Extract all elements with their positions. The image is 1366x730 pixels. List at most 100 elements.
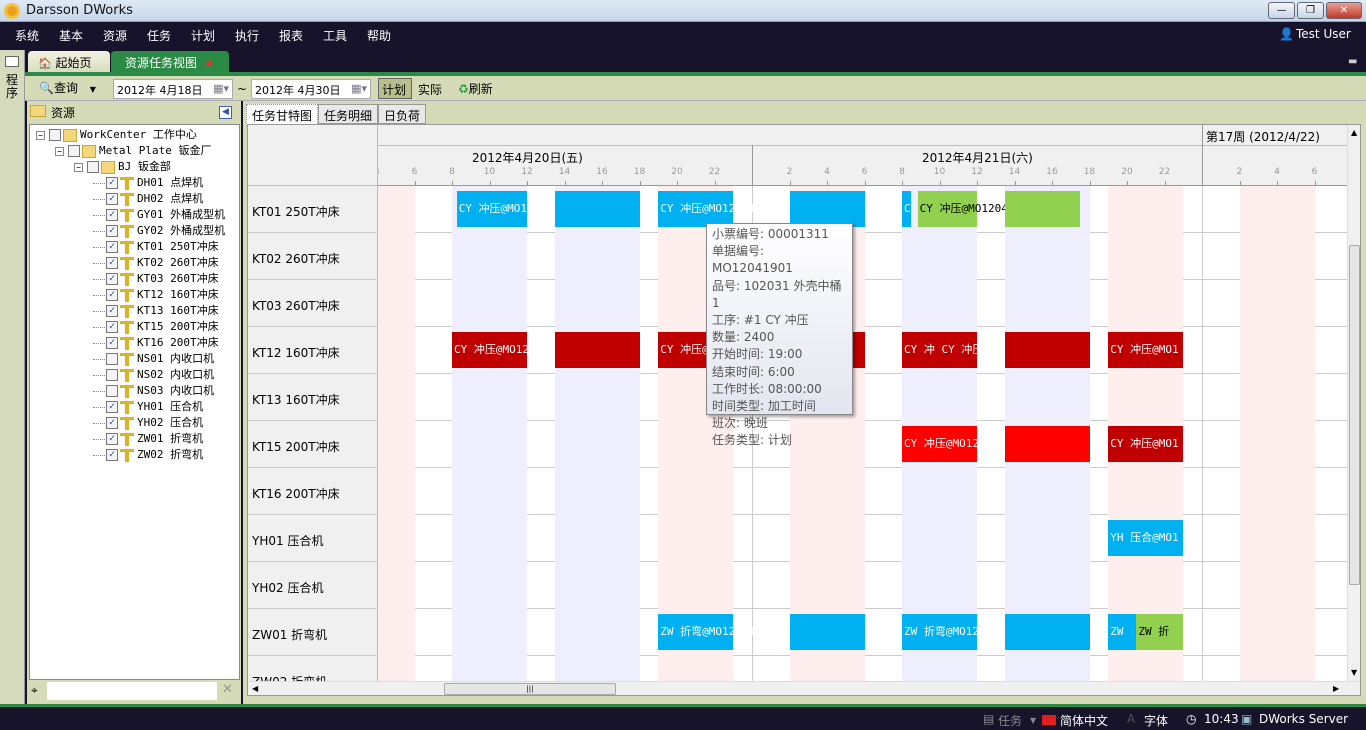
status-font[interactable]: 字体 bbox=[1144, 714, 1169, 728]
tree-node[interactable]: − WorkCenter 工作中心 bbox=[36, 127, 197, 143]
tree-node[interactable]: ✓ KT15 200T冲床 bbox=[93, 319, 219, 335]
status-task[interactable]: 任务 bbox=[998, 714, 1023, 728]
tree-node[interactable]: ✓ KT03 260T冲床 bbox=[93, 271, 219, 287]
tree-node[interactable]: ✓ KT12 160T冲床 bbox=[93, 287, 219, 303]
user-name[interactable]: Test User bbox=[1296, 27, 1351, 41]
collapse-icon[interactable]: − bbox=[55, 146, 64, 156]
tree-checkbox[interactable] bbox=[87, 161, 99, 173]
task-bar[interactable]: CY 冲 CY 冲压@MO12041904 bbox=[902, 332, 1056, 368]
menu-report[interactable]: 报表 bbox=[279, 29, 304, 43]
tab-start-page[interactable]: 🏠 起始页 bbox=[28, 51, 110, 74]
plan-toggle[interactable]: 计划 bbox=[378, 78, 412, 99]
task-bar[interactable] bbox=[1005, 426, 1090, 462]
query-button[interactable]: 🔍查询 ▼ bbox=[39, 79, 96, 96]
horizontal-scroll-thumb[interactable]: ||| bbox=[444, 683, 616, 695]
task-bar[interactable]: YH 压合@MO1 bbox=[1108, 520, 1184, 556]
vertical-scrollbar[interactable]: ▲ ▼ bbox=[1347, 125, 1360, 681]
calendar-icon[interactable]: ▦▾ bbox=[213, 82, 229, 95]
tree-node[interactable]: − Metal Plate 钣金厂 bbox=[55, 143, 211, 159]
vertical-scroll-thumb[interactable] bbox=[1349, 245, 1360, 585]
tree-node[interactable]: ✓ GY02 外桶成型机 bbox=[93, 223, 225, 239]
tree-checkbox[interactable]: ✓ bbox=[106, 337, 118, 349]
tree-checkbox[interactable]: ✓ bbox=[106, 273, 118, 285]
task-bar[interactable]: ZW bbox=[1108, 614, 1137, 650]
tree-node[interactable]: ✓ YH02 压合机 bbox=[93, 415, 203, 431]
tab-task-detail[interactable]: 任务明细 bbox=[318, 104, 379, 124]
task-bar[interactable] bbox=[1005, 332, 1090, 368]
status-server[interactable]: DWorks Server bbox=[1259, 712, 1349, 726]
minimize-button[interactable]: — bbox=[1268, 2, 1295, 19]
menu-resource[interactable]: 资源 bbox=[103, 29, 128, 43]
menu-help[interactable]: 帮助 bbox=[367, 29, 392, 43]
program-strip[interactable]: 程序 bbox=[0, 50, 25, 704]
menu-system[interactable]: 系统 bbox=[15, 29, 40, 43]
tree-checkbox[interactable] bbox=[106, 369, 118, 381]
tree-node[interactable]: ✓ YH01 压合机 bbox=[93, 399, 203, 415]
maximize-button[interactable]: ❐ bbox=[1297, 2, 1324, 19]
tree-node[interactable]: NS02 内收口机 bbox=[93, 367, 214, 383]
task-bar[interactable]: CY 冲压@MO1 bbox=[1108, 426, 1184, 462]
task-bar[interactable] bbox=[555, 191, 640, 227]
tree-checkbox[interactable]: ✓ bbox=[106, 449, 118, 461]
tree-checkbox[interactable]: ✓ bbox=[106, 305, 118, 317]
tree-checkbox[interactable]: ✓ bbox=[106, 193, 118, 205]
tree-checkbox[interactable]: ✓ bbox=[106, 289, 118, 301]
date-to-picker[interactable]: 2012年 4月30日 ▦▾ bbox=[251, 79, 371, 99]
task-bar[interactable]: ZW 折弯@MO12041901 bbox=[658, 614, 775, 650]
horizontal-scrollbar[interactable]: ◀ ||| ▶ bbox=[248, 681, 1360, 695]
tree-checkbox[interactable]: ✓ bbox=[106, 321, 118, 333]
tree-checkbox[interactable]: ✓ bbox=[106, 417, 118, 429]
tree-checkbox[interactable]: ✓ bbox=[106, 209, 118, 221]
tree-checkbox[interactable]: ✓ bbox=[106, 257, 118, 269]
tree-node[interactable]: ✓ DH02 点焊机 bbox=[93, 191, 203, 207]
task-bar[interactable] bbox=[555, 332, 640, 368]
tree-node[interactable]: ✓ ZW02 折弯机 bbox=[93, 447, 203, 463]
calendar-icon[interactable]: ▦▾ bbox=[351, 82, 367, 95]
task-bar[interactable]: CY 冲压@MO12041901 bbox=[658, 191, 775, 227]
tree-node[interactable]: ✓ KT01 250T冲床 bbox=[93, 239, 219, 255]
tree-checkbox[interactable] bbox=[106, 353, 118, 365]
menu-plan[interactable]: 计划 bbox=[191, 29, 216, 43]
tree-node[interactable]: ✓ KT13 160T冲床 bbox=[93, 303, 219, 319]
scroll-down-arrow[interactable]: ▼ bbox=[1351, 668, 1358, 677]
task-bar[interactable]: CY 冲压@MO1 bbox=[1108, 332, 1184, 368]
scroll-right-arrow[interactable]: ▶ bbox=[1333, 684, 1340, 693]
task-bar[interactable] bbox=[789, 191, 865, 227]
tab-task-gantt[interactable]: 任务甘特图 bbox=[246, 104, 319, 126]
tree-node[interactable]: − BJ 钣金部 bbox=[74, 159, 171, 175]
close-button[interactable]: ✕ bbox=[1326, 2, 1362, 19]
date-from-picker[interactable]: 2012年 4月18日 ▦▾ bbox=[113, 79, 233, 99]
task-bar[interactable]: C bbox=[902, 191, 912, 227]
menu-tools[interactable]: 工具 bbox=[323, 29, 348, 43]
chevron-down-icon[interactable]: ▼ bbox=[89, 85, 96, 94]
tab-daily-load[interactable]: 日负荷 bbox=[378, 104, 427, 124]
tab-resource-task-view[interactable]: 资源任务视图 ✖ bbox=[111, 51, 229, 74]
pin-icon[interactable]: ▬ bbox=[1348, 56, 1358, 67]
tree-node[interactable]: ✓ DH01 点焊机 bbox=[93, 175, 203, 191]
task-bar[interactable]: CY 冲压@MO12041904 bbox=[452, 332, 569, 368]
resource-search-input[interactable] bbox=[47, 682, 217, 700]
tree-checkbox[interactable]: ✓ bbox=[106, 401, 118, 413]
task-bar[interactable] bbox=[1005, 614, 1090, 650]
tree-checkbox[interactable] bbox=[68, 145, 80, 157]
actual-toggle[interactable]: 实际 bbox=[418, 83, 443, 97]
menu-basic[interactable]: 基本 bbox=[59, 29, 84, 43]
menu-execute[interactable]: 执行 bbox=[235, 29, 260, 43]
collapse-panel-button[interactable]: ◀ bbox=[219, 106, 232, 119]
tree-checkbox[interactable]: ✓ bbox=[106, 241, 118, 253]
task-bar[interactable]: ZW 折 bbox=[1136, 614, 1184, 650]
scroll-up-arrow[interactable]: ▲ bbox=[1351, 128, 1358, 137]
tree-node[interactable]: ✓ GY01 外桶成型机 bbox=[93, 207, 225, 223]
tree-checkbox[interactable]: ✓ bbox=[106, 225, 118, 237]
collapse-icon[interactable]: − bbox=[36, 130, 45, 140]
refresh-button[interactable]: ♻刷新 bbox=[458, 80, 493, 97]
menu-task[interactable]: 任务 bbox=[147, 29, 172, 43]
resource-tree[interactable]: − WorkCenter 工作中心 − Metal Plate 钣金厂 − BJ 钣金部 ✓… bbox=[29, 124, 240, 680]
close-tab-icon[interactable]: ✖ bbox=[204, 59, 214, 70]
scroll-left-arrow[interactable]: ◀ bbox=[252, 684, 259, 693]
chevron-down-icon[interactable]: ▼ bbox=[1030, 716, 1037, 725]
tree-node[interactable]: ✓ KT16 200T冲床 bbox=[93, 335, 219, 351]
task-bar[interactable] bbox=[789, 614, 865, 650]
task-bar[interactable]: CY 冲压@MO12041902 bbox=[917, 191, 1034, 227]
collapse-icon[interactable]: − bbox=[74, 162, 83, 172]
